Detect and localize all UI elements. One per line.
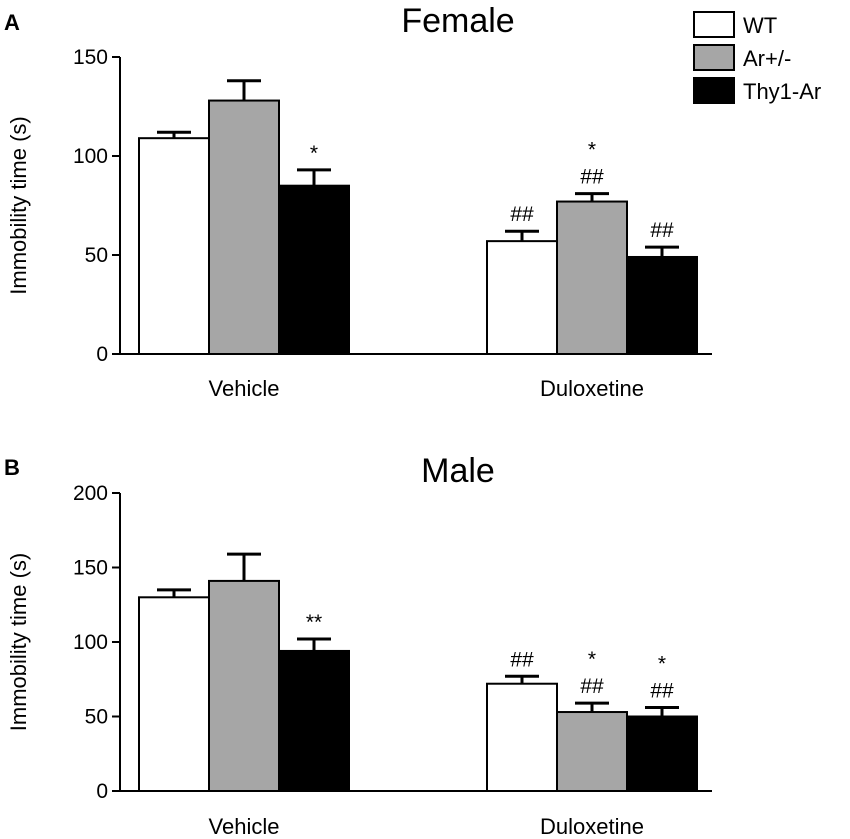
panel-b-bar-ar-vehicle [208, 579, 280, 792]
panel-a-significance-label: ## [580, 166, 604, 189]
panel-a-significance-label: ## [650, 219, 674, 242]
legend-label: Ar+/- [743, 46, 791, 71]
panel-a-x-category-label: Duloxetine [540, 376, 644, 401]
panel-b-x-category-label: Duloxetine [540, 814, 644, 839]
panel-b-y-axis-label: Immobility time (s) [6, 553, 31, 731]
panel-a-bar-thy1ar-duloxetine [626, 255, 698, 356]
panel-a-x-category-label: Vehicle [209, 376, 280, 401]
panel-b-y-tick-label: 0 [96, 780, 108, 803]
panel-a-bar-wt-vehicle [138, 137, 210, 355]
panel-a-significance-label: * [310, 142, 318, 165]
panel-b-bar-thy1ar-vehicle [278, 649, 350, 792]
panel-a-letter: A [4, 10, 20, 35]
panel-a-significance-label: * [588, 139, 596, 162]
panel-a-y-axis-label: Immobility time (s) [6, 116, 31, 294]
panel-a-significance-label: ## [510, 203, 534, 226]
panel-b-y-tick-label: 100 [73, 631, 108, 654]
panel-b-bar-ar-duloxetine [556, 711, 628, 793]
panel-a-bar-thy1ar-vehicle [278, 184, 350, 355]
panel-b-y-tick-label: 50 [85, 706, 108, 729]
panel-a-bar-wt-duloxetine [486, 240, 558, 355]
panel-b-y-tick-label: 150 [73, 557, 108, 580]
panel-a-bar-ar-vehicle [208, 99, 280, 355]
panel-a-title: Female [401, 2, 514, 40]
panel-b-letter: B [4, 455, 20, 480]
panel-b-significance-label: * [588, 648, 596, 671]
panel-b-significance-label: ## [580, 675, 604, 698]
panel-a-y-tick-label: 150 [73, 46, 108, 69]
legend-label: Thy1-Ar [743, 79, 821, 104]
panel-b-bar-wt-vehicle [138, 596, 210, 792]
panel-a-y-tick-label: 50 [85, 244, 108, 267]
legend-swatch-thy1ar [693, 77, 735, 104]
panel-b-significance-label: * [658, 653, 666, 676]
panel-a-bar-ar-duloxetine [556, 200, 628, 355]
panel-b-significance-label: ** [306, 611, 322, 634]
panel-b-bar-wt-duloxetine [486, 682, 558, 792]
legend-swatch-wt [693, 11, 735, 38]
panel-a-y-tick-label: 100 [73, 145, 108, 168]
panel-b-significance-label: ## [650, 680, 674, 703]
panel-b-significance-label: ## [510, 648, 534, 671]
legend-label: WT [743, 13, 777, 38]
panel-b-bar-thy1ar-duloxetine [626, 715, 698, 792]
legend-swatch-ar [693, 44, 735, 71]
panel-b-x-category-label: Vehicle [209, 814, 280, 839]
panel-a-y-tick-label: 0 [96, 343, 108, 366]
panel-b-title: Male [421, 452, 495, 490]
panel-b-y-tick-label: 200 [73, 482, 108, 505]
